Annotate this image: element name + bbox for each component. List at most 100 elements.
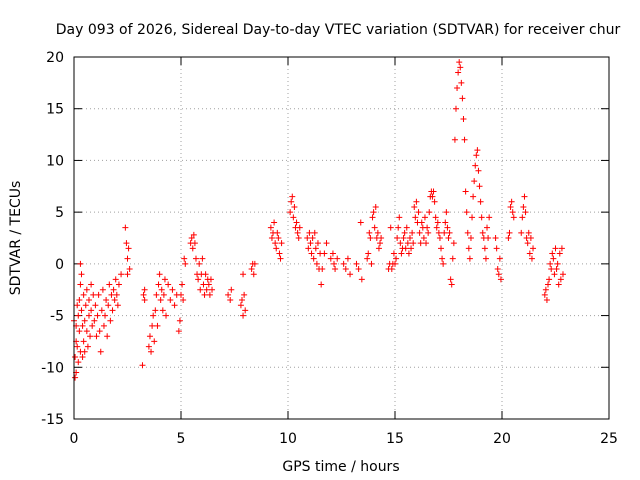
data-point bbox=[462, 188, 469, 195]
data-point bbox=[410, 240, 417, 247]
data-point bbox=[84, 343, 91, 350]
data-point bbox=[401, 229, 408, 236]
data-point bbox=[388, 266, 395, 273]
data-point bbox=[195, 276, 202, 283]
data-point bbox=[452, 105, 459, 112]
data-point bbox=[251, 260, 258, 267]
data-point bbox=[291, 203, 298, 210]
data-point bbox=[524, 240, 531, 247]
y-tick-label: 15 bbox=[46, 102, 64, 118]
data-point bbox=[140, 291, 147, 298]
y-tick-label: 5 bbox=[55, 205, 64, 221]
data-point bbox=[112, 276, 119, 283]
data-point bbox=[521, 193, 528, 200]
data-point bbox=[201, 291, 208, 298]
data-point bbox=[334, 255, 341, 262]
data-points bbox=[71, 59, 566, 381]
data-point bbox=[469, 214, 476, 221]
data-point bbox=[367, 235, 374, 241]
data-point bbox=[72, 374, 79, 381]
data-point bbox=[526, 250, 533, 257]
data-point bbox=[206, 291, 213, 298]
data-point bbox=[305, 245, 312, 252]
data-point bbox=[148, 348, 155, 355]
data-point bbox=[250, 271, 257, 278]
data-point bbox=[477, 198, 484, 205]
data-point bbox=[107, 317, 114, 324]
data-point bbox=[472, 162, 479, 169]
data-point bbox=[447, 276, 454, 283]
data-point bbox=[390, 250, 397, 257]
data-point bbox=[312, 245, 319, 252]
data-point bbox=[331, 260, 338, 267]
data-point bbox=[207, 276, 214, 283]
data-point bbox=[481, 245, 488, 252]
data-point bbox=[113, 291, 120, 298]
data-point bbox=[197, 286, 204, 293]
data-point bbox=[430, 188, 437, 195]
data-point bbox=[519, 214, 526, 221]
data-point bbox=[404, 240, 411, 247]
data-point bbox=[152, 307, 159, 314]
data-point bbox=[149, 322, 156, 329]
data-point bbox=[340, 260, 347, 267]
data-point bbox=[199, 255, 206, 262]
data-point bbox=[202, 271, 209, 278]
data-point bbox=[397, 240, 404, 247]
data-point bbox=[415, 209, 422, 216]
data-point bbox=[543, 297, 550, 304]
data-point bbox=[161, 276, 168, 283]
data-point bbox=[77, 260, 84, 267]
data-point bbox=[344, 255, 351, 262]
data-point bbox=[445, 235, 452, 241]
data-point bbox=[74, 302, 81, 309]
data-point bbox=[463, 209, 470, 216]
data-point bbox=[442, 219, 449, 226]
data-point bbox=[98, 307, 105, 314]
y-tick-label: 0 bbox=[55, 257, 64, 273]
y-tick-label: -15 bbox=[41, 412, 64, 428]
data-point bbox=[145, 343, 152, 350]
data-point bbox=[189, 245, 196, 252]
data-point bbox=[272, 240, 279, 247]
data-point bbox=[549, 250, 556, 257]
data-point bbox=[465, 245, 472, 252]
data-point bbox=[192, 255, 199, 262]
data-point bbox=[461, 136, 468, 143]
data-point bbox=[90, 291, 97, 298]
data-point bbox=[438, 245, 445, 252]
data-point bbox=[227, 297, 234, 304]
data-point bbox=[88, 281, 95, 288]
data-point bbox=[97, 348, 104, 355]
data-point bbox=[423, 240, 430, 247]
data-point bbox=[153, 291, 160, 298]
data-point bbox=[525, 229, 532, 236]
data-point bbox=[426, 209, 433, 216]
data-point bbox=[475, 167, 482, 174]
data-point bbox=[557, 276, 564, 283]
data-point bbox=[393, 255, 400, 262]
data-point bbox=[171, 302, 178, 309]
data-point bbox=[444, 224, 451, 231]
data-point bbox=[165, 281, 172, 288]
data-point bbox=[179, 281, 186, 288]
data-point bbox=[158, 286, 165, 293]
data-point bbox=[327, 255, 334, 262]
data-point bbox=[122, 224, 129, 231]
data-point bbox=[75, 359, 82, 366]
data-point bbox=[506, 229, 513, 236]
data-point bbox=[154, 322, 161, 329]
data-point bbox=[369, 214, 376, 221]
data-point bbox=[123, 240, 130, 247]
data-point bbox=[321, 250, 328, 257]
data-point bbox=[180, 297, 187, 304]
data-point bbox=[439, 255, 446, 262]
data-point bbox=[370, 209, 377, 216]
data-point bbox=[290, 214, 297, 221]
data-point bbox=[80, 338, 87, 345]
data-point bbox=[126, 266, 133, 273]
data-point bbox=[79, 353, 86, 360]
data-point bbox=[271, 219, 278, 226]
